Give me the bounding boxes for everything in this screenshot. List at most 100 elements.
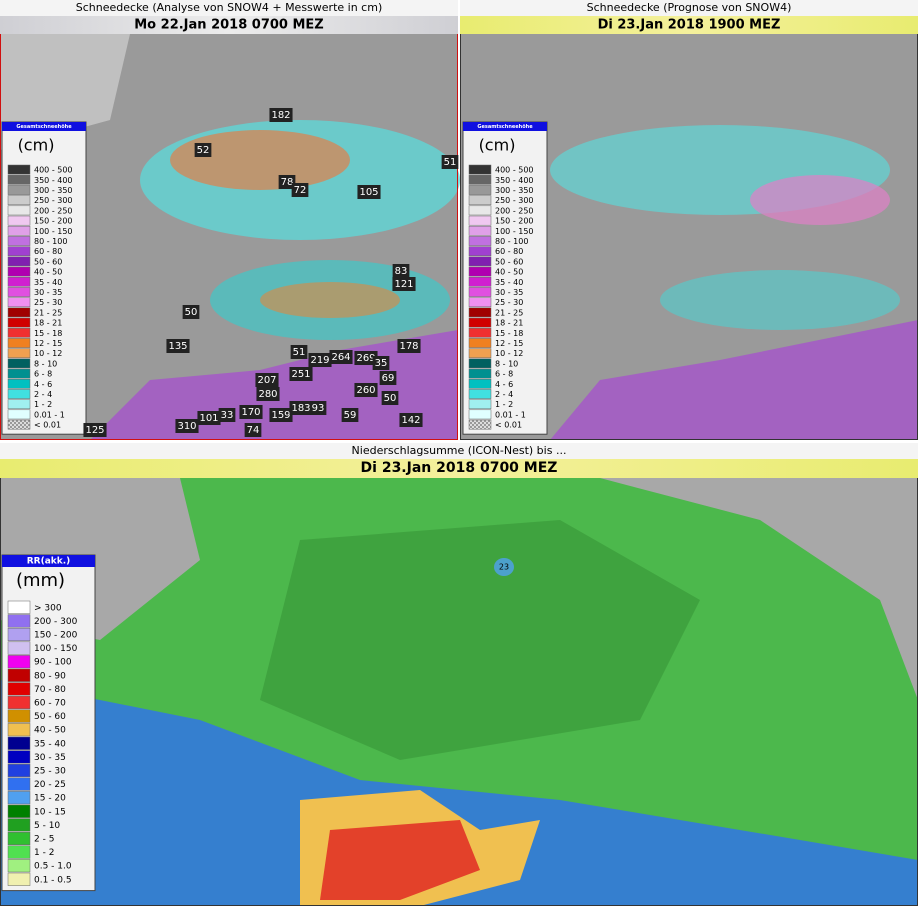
legend-label: 35 - 40 (34, 278, 62, 287)
station-box (329, 350, 353, 364)
legend-swatch (7, 736, 31, 750)
legend-label: 100 - 150 (495, 227, 534, 236)
legend-label: 60 - 70 (34, 699, 66, 709)
legend-swatch (7, 777, 31, 791)
legend-label: 18 - 21 (495, 319, 523, 328)
legend-swatch (468, 327, 492, 338)
legend-swatch (7, 256, 31, 267)
legend-swatch (468, 348, 492, 359)
legend-label: > 300 (34, 603, 62, 613)
legend-swatch (468, 276, 492, 287)
legend-swatch (7, 845, 31, 859)
legend-swatch (7, 763, 31, 778)
station-box (397, 339, 421, 353)
header-bar (0, 16, 458, 34)
panel-subtitle: Di 23.Jan 2018 1900 MEZ (598, 18, 781, 33)
legend-title: RR(akk.) (27, 557, 71, 567)
station-value: 251 (291, 369, 310, 380)
legend-label: 0.1 - 0.5 (34, 875, 72, 885)
legend-swatch (7, 307, 31, 318)
station-marker (494, 558, 514, 576)
legend-label: 100 - 150 (34, 644, 78, 654)
header-bar (0, 0, 458, 16)
map-3 (0, 443, 918, 906)
legend-title-bar (463, 122, 547, 131)
legend-swatch (7, 409, 31, 420)
legend-label: 1 - 2 (495, 400, 513, 409)
station-box (354, 383, 378, 397)
legend-label: 30 - 35 (495, 288, 523, 297)
legend-label: 40 - 50 (495, 268, 523, 277)
legend-swatch (7, 750, 31, 764)
station-value: 50 (185, 307, 198, 318)
legend-label: 35 - 40 (495, 278, 523, 287)
legend-label: 60 - 80 (495, 247, 523, 256)
station-box (341, 408, 359, 422)
legend-label: 150 - 200 (34, 217, 73, 226)
legend-label: 200 - 300 (34, 617, 78, 627)
legend-swatch (468, 297, 492, 308)
legend-swatch (7, 831, 31, 846)
legend-label: 12 - 15 (495, 339, 523, 348)
station-value: 121 (394, 279, 413, 290)
station-value: 74 (247, 425, 260, 436)
station-value: 69 (382, 373, 395, 384)
legend-label: 400 - 500 (34, 166, 73, 175)
legend-swatch (468, 215, 492, 226)
station-value: 78 (281, 177, 294, 188)
station-box (83, 423, 107, 437)
legend-label: 21 - 25 (34, 308, 62, 317)
station-box (308, 353, 332, 367)
legend-label: 1 - 2 (34, 848, 54, 858)
station-box (244, 423, 262, 437)
legend-swatch (468, 378, 492, 389)
station-value: 269 (356, 353, 375, 364)
legend-swatch (7, 655, 31, 669)
station-box (278, 175, 296, 189)
legend-swatch (468, 185, 492, 195)
station-value: 310 (177, 421, 196, 432)
legend-label: 250 - 300 (495, 196, 534, 205)
station-box (289, 367, 313, 381)
station-box (441, 155, 459, 169)
legend-swatch (7, 368, 31, 379)
legend-title: Gesamtschneehöhe (16, 124, 72, 130)
legend-label: 90 - 100 (34, 658, 72, 668)
station-box (357, 185, 381, 199)
legend-swatch (7, 399, 31, 410)
legend-swatch (468, 236, 492, 246)
legend-label: 0.5 - 1.0 (34, 862, 72, 872)
panel-title: Niederschlagsumme (ICON-Nest) bis ... (352, 444, 567, 457)
legend-swatch (7, 164, 31, 175)
station-value: 142 (401, 415, 420, 426)
station-value: 23 (499, 563, 509, 572)
station-value: 51 (293, 347, 306, 358)
legend-label: 400 - 500 (495, 166, 534, 175)
station-value: 170 (241, 407, 260, 418)
legend-label: 50 - 60 (34, 257, 62, 266)
legend-label: 15 - 18 (34, 329, 62, 338)
legend-label: 60 - 80 (34, 247, 62, 256)
legend-swatch (7, 276, 31, 287)
legend-swatch (7, 804, 31, 818)
legend-label: 0.01 - 1 (495, 410, 526, 419)
station-box (197, 411, 221, 425)
legend-swatch (7, 872, 31, 886)
legend-label: 200 - 250 (495, 206, 534, 215)
legend-swatch (7, 695, 31, 710)
legend-swatch (468, 174, 492, 185)
legend-label: 80 - 100 (495, 237, 528, 246)
legend-label: 300 - 350 (34, 186, 73, 195)
legend-swatch (468, 164, 492, 175)
legend-label: < 0.01 (495, 421, 522, 430)
legend-label: 350 - 400 (495, 176, 534, 185)
panel-subtitle: Di 23.Jan 2018 0700 MEZ (361, 460, 558, 476)
legend-label: 5 - 10 (34, 821, 60, 831)
header-bar (460, 0, 918, 16)
legend-swatch (468, 246, 492, 257)
station-value: 183 (291, 403, 310, 414)
legend-swatch (7, 195, 31, 206)
panel-subtitle: Mo 22.Jan 2018 0700 MEZ (134, 18, 323, 33)
station-value: 59 (344, 410, 357, 421)
